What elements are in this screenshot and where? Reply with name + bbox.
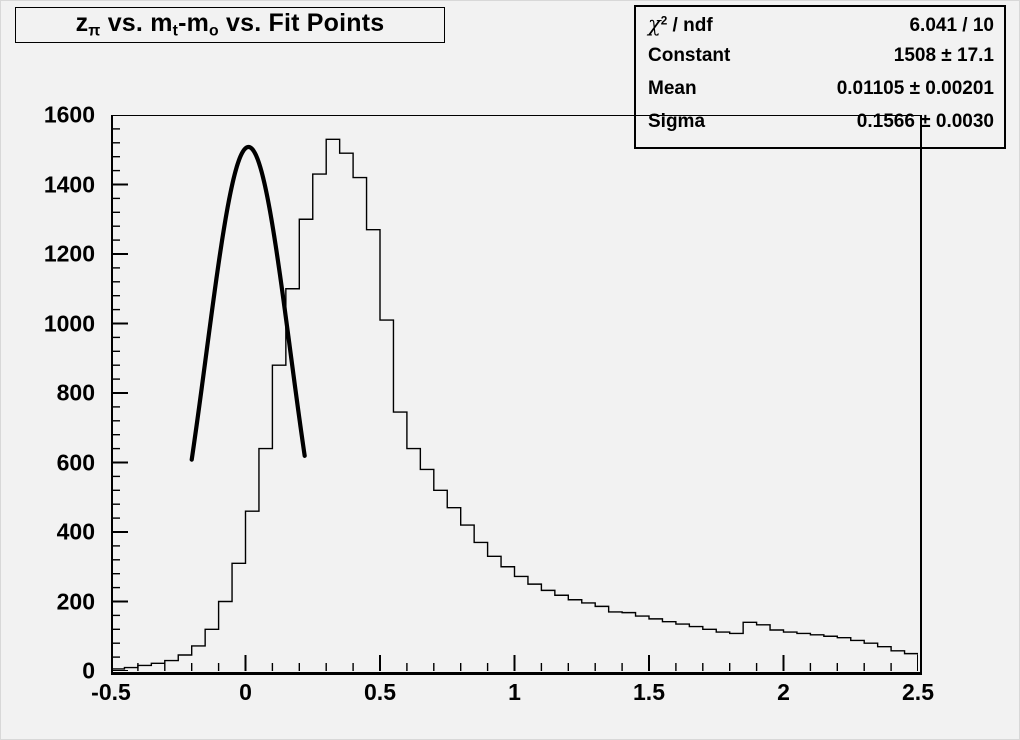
stat-label-sigma: Sigma (648, 111, 706, 132)
plot-area (111, 115, 918, 671)
gaussian-fit-curve (189, 144, 307, 462)
y-tick-label: 1600 (43, 101, 95, 128)
stat-label-mean: Mean (648, 78, 697, 99)
stat-row-sigma: Sigma 0.1566 ± 0.0030 (648, 111, 994, 144)
x-tick-label: 0.5 (364, 679, 396, 705)
plot-title-box: zπ vs. mt-mo vs. Fit Points (15, 7, 445, 43)
y-axis-ticks (111, 115, 128, 671)
stat-value-constant: 1508 ± 17.1 (893, 45, 994, 66)
x-tick-label: 1.5 (633, 679, 665, 705)
y-tick-label: 0 (82, 657, 95, 684)
y-tick-label: 600 (56, 449, 95, 475)
stat-label-chi2: χ2 / ndf (648, 12, 713, 36)
histogram-outline (111, 138, 918, 671)
x-tick-label: -0.5 (91, 679, 131, 705)
x-tick-label: 2.5 (902, 679, 934, 705)
y-tick-label: 1000 (43, 310, 95, 336)
plot-frame (111, 115, 922, 675)
stat-row-constant: Constant 1508 ± 17.1 (648, 45, 994, 78)
fit-statistics-box: χ2 / ndf 6.041 / 10 Constant 1508 ± 17.1… (634, 5, 1006, 149)
stat-label-constant: Constant (648, 45, 731, 66)
stat-value-chi2: 6.041 / 10 (909, 15, 994, 36)
x-tick-label: 0 (239, 679, 252, 705)
x-axis-ticks (111, 655, 918, 671)
stat-row-chi2: χ2 / ndf 6.041 / 10 (648, 12, 994, 45)
stat-value-sigma: 0.1566 ± 0.0030 (856, 111, 994, 132)
y-tick-label: 1400 (43, 171, 95, 197)
x-tick-label: 1 (508, 679, 521, 705)
y-tick-label: 800 (56, 379, 95, 406)
y-tick-label: 200 (56, 588, 95, 614)
y-tick-label: 400 (56, 518, 95, 545)
x-tick-label: 2 (777, 679, 790, 705)
stat-row-mean: Mean 0.01105 ± 0.00201 (648, 78, 994, 111)
stat-label-ndf: ndf (683, 15, 713, 36)
page-title: zπ vs. mt-mo vs. Fit Points (75, 9, 385, 40)
y-tick-label: 1200 (43, 240, 95, 267)
stat-value-mean: 0.01105 ± 0.00201 (836, 78, 994, 99)
